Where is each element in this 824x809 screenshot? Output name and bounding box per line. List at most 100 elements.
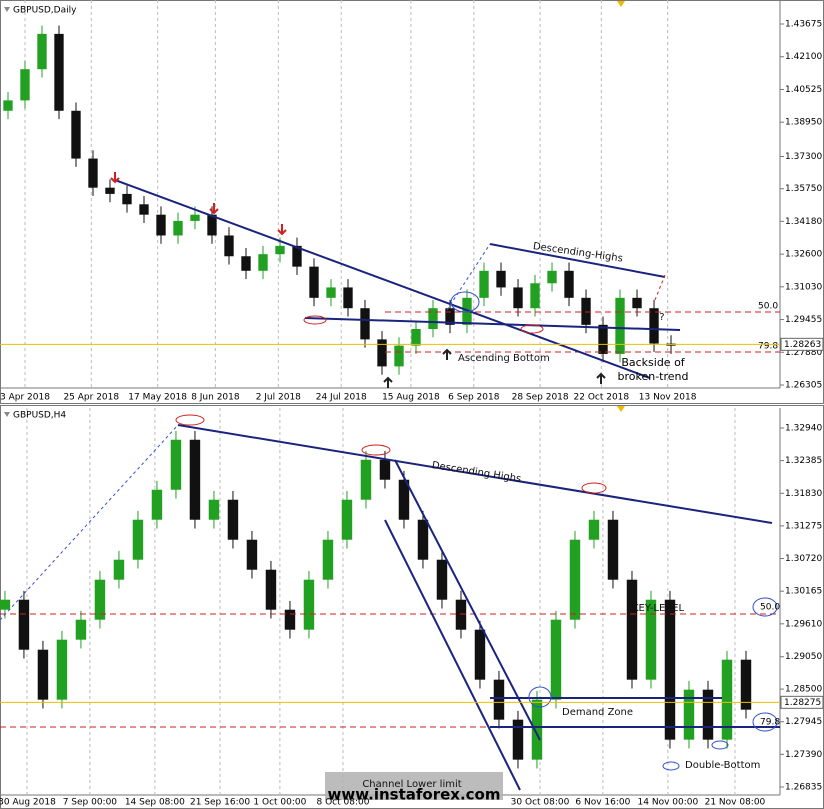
y-tick-label: 1.26305 — [785, 381, 822, 391]
circle — [520, 324, 544, 334]
circle — [303, 315, 327, 325]
candle-body — [207, 214, 217, 236]
candle-body — [474, 629, 486, 680]
y-tick-label: 1.42100 — [785, 52, 822, 62]
x-tick-label: 28 Sep 2018 — [512, 393, 569, 403]
y-tick-label: 1.37300 — [785, 152, 822, 162]
watermark: www.instaforex.com — [328, 786, 501, 804]
x-tick-label: 22 Oct 2018 — [574, 393, 630, 403]
y-tick-label: 1.29455 — [785, 315, 822, 325]
y-tick-label: 1.28500 — [785, 685, 822, 695]
grid — [24, 0, 736, 795]
candle-body — [88, 158, 98, 188]
watermark-box — [325, 772, 503, 800]
marker — [617, 406, 625, 412]
candle-body — [531, 699, 543, 760]
candle-body — [496, 270, 506, 288]
y-tick-label: 1.30165 — [785, 587, 822, 597]
x-tick-label: 24 Jul 2018 — [316, 393, 367, 403]
y-tick-label: 1.29050 — [785, 652, 822, 662]
x-tick-label: 6 Sep 2018 — [448, 393, 500, 403]
candle-body — [105, 187, 115, 194]
x-tick-label: 8 Jun 2018 — [191, 393, 240, 403]
candle-body — [309, 266, 319, 298]
x-tick-label: 7 Sep 00:00 — [63, 798, 118, 808]
candle-body — [740, 659, 752, 710]
trendline — [304, 317, 681, 331]
candle-body — [343, 287, 353, 309]
candle-body — [20, 69, 30, 101]
marker — [617, 1, 625, 7]
candle-body — [377, 339, 387, 367]
candle-body — [303, 579, 315, 630]
y-tick-label: 1.27880 — [785, 348, 822, 358]
candle-body — [530, 283, 540, 309]
x-tick-label: 2 Jul 2018 — [256, 393, 301, 403]
candle-body — [436, 559, 448, 600]
trendline — [177, 424, 773, 524]
candle-body — [113, 559, 125, 580]
candle-body — [479, 270, 489, 298]
panel-h4 — [0, 405, 824, 809]
candle-body — [258, 254, 268, 271]
trendline — [114, 179, 651, 379]
annotation: Backside of broken-trend — [617, 356, 689, 383]
candle-body — [3, 100, 13, 111]
candle-body — [122, 193, 132, 205]
candle-body — [156, 214, 166, 236]
y-tick-label: 1.43675 — [785, 20, 822, 30]
annotation: Double-Bottom — [685, 760, 760, 771]
x-tick-label: 21 Sep 16:00 — [190, 798, 250, 808]
candle-body — [664, 599, 676, 740]
candle-body — [445, 308, 455, 325]
candle-body — [241, 256, 251, 271]
annotation: Channel Lower limit — [362, 779, 461, 790]
candle-body — [173, 220, 183, 236]
candle-body — [398, 479, 410, 520]
candle-body — [607, 519, 619, 580]
y-tick-label: 1.32600 — [785, 250, 822, 260]
y-tick-label: 1.35750 — [785, 184, 822, 194]
y-tick-label: 1.29610 — [785, 619, 822, 629]
candle-body — [284, 609, 296, 630]
trendline — [394, 459, 541, 741]
x-tick-label: 17 May 2018 — [128, 393, 187, 403]
trendline — [446, 243, 491, 311]
candle-body — [326, 287, 336, 298]
y-tick-label: 1.30720 — [785, 554, 822, 564]
candle-body — [275, 245, 285, 255]
y-tick-label: 1.31830 — [785, 489, 822, 499]
arrow — [383, 348, 606, 388]
trendline — [0, 424, 179, 621]
y-tick-label: 1.34180 — [785, 217, 822, 227]
candle-body — [18, 599, 30, 650]
annotation: ?? — [654, 312, 665, 323]
icon — [4, 412, 10, 417]
annotation: Demand Zone — [562, 707, 633, 718]
candle-body — [411, 328, 421, 346]
arrow — [654, 274, 666, 301]
candle-body — [547, 270, 557, 284]
circle — [361, 444, 391, 456]
candle-body — [581, 297, 591, 325]
candle-body — [170, 439, 182, 490]
circle — [175, 414, 205, 426]
y-tick-label: 1.40525 — [785, 85, 822, 95]
circle — [752, 597, 778, 617]
candle-body — [190, 214, 200, 221]
last-price-box — [780, 337, 824, 351]
candle-body — [417, 519, 429, 560]
last-price-label: 1.28275 — [784, 698, 821, 708]
fib-label: 79.8 — [760, 718, 780, 728]
candle-body — [455, 599, 467, 630]
y-tick-label: 1.38950 — [785, 118, 822, 128]
candle-body — [588, 519, 600, 540]
candle-body — [292, 245, 302, 267]
candle-body — [569, 539, 581, 620]
y-tick-label: 1.32940 — [785, 423, 822, 433]
x-tick-label: 15 Aug 2018 — [382, 393, 440, 403]
x-tick-label: 14 Nov 00:00 — [638, 798, 699, 808]
x-tick-label: 6 Nov 16:00 — [575, 798, 630, 808]
y-tick-label: 1.27945 — [785, 717, 822, 727]
